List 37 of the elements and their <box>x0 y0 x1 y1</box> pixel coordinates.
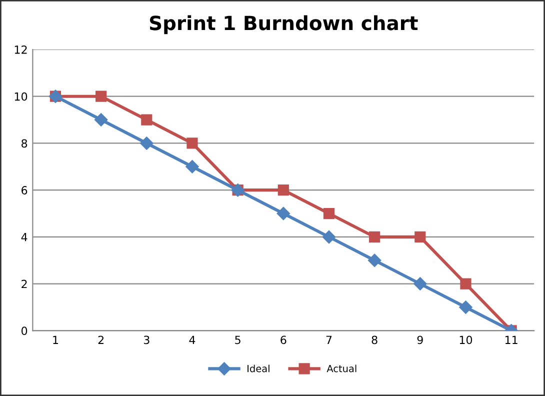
x-tick-label: 6 <box>280 336 286 344</box>
point <box>276 206 290 220</box>
point <box>94 113 108 126</box>
point <box>186 160 199 174</box>
legend-label: Ideal <box>248 364 270 372</box>
y-tick-label: 6 <box>22 186 28 194</box>
y-tick-label: 8 <box>22 139 28 148</box>
x-tick-label: 4 <box>189 336 196 344</box>
point <box>460 278 472 290</box>
x-tick-label: 2 <box>98 336 104 344</box>
x-tick-label: 3 <box>144 336 150 344</box>
x-tick-label: 8 <box>372 336 378 344</box>
point <box>141 114 152 126</box>
chart-title: Sprint 1 Burndown chart <box>150 15 418 34</box>
x-tick-label: 1 <box>53 336 58 344</box>
y-tick-label: 12 <box>14 45 27 54</box>
point <box>368 254 382 267</box>
legend-label: Actual <box>326 364 356 372</box>
point <box>186 138 198 149</box>
x-tick-label: 9 <box>417 336 423 344</box>
x-tick-label: 5 <box>235 336 240 344</box>
y-tick-label: 0 <box>22 326 28 336</box>
point <box>278 184 289 196</box>
point <box>369 231 380 242</box>
x-tick-label: 11 <box>505 336 518 344</box>
point <box>140 136 154 150</box>
point <box>96 90 107 102</box>
x-tick-label: 7 <box>326 336 332 344</box>
point <box>414 231 426 242</box>
y-tick-label: 2 <box>22 280 27 288</box>
x-tick-label: 10 <box>460 336 472 344</box>
point <box>323 208 335 220</box>
point <box>322 230 336 244</box>
point <box>414 277 427 290</box>
y-tick-label: 4 <box>21 233 28 242</box>
y-tick-label: 10 <box>14 92 28 101</box>
point <box>459 300 472 314</box>
